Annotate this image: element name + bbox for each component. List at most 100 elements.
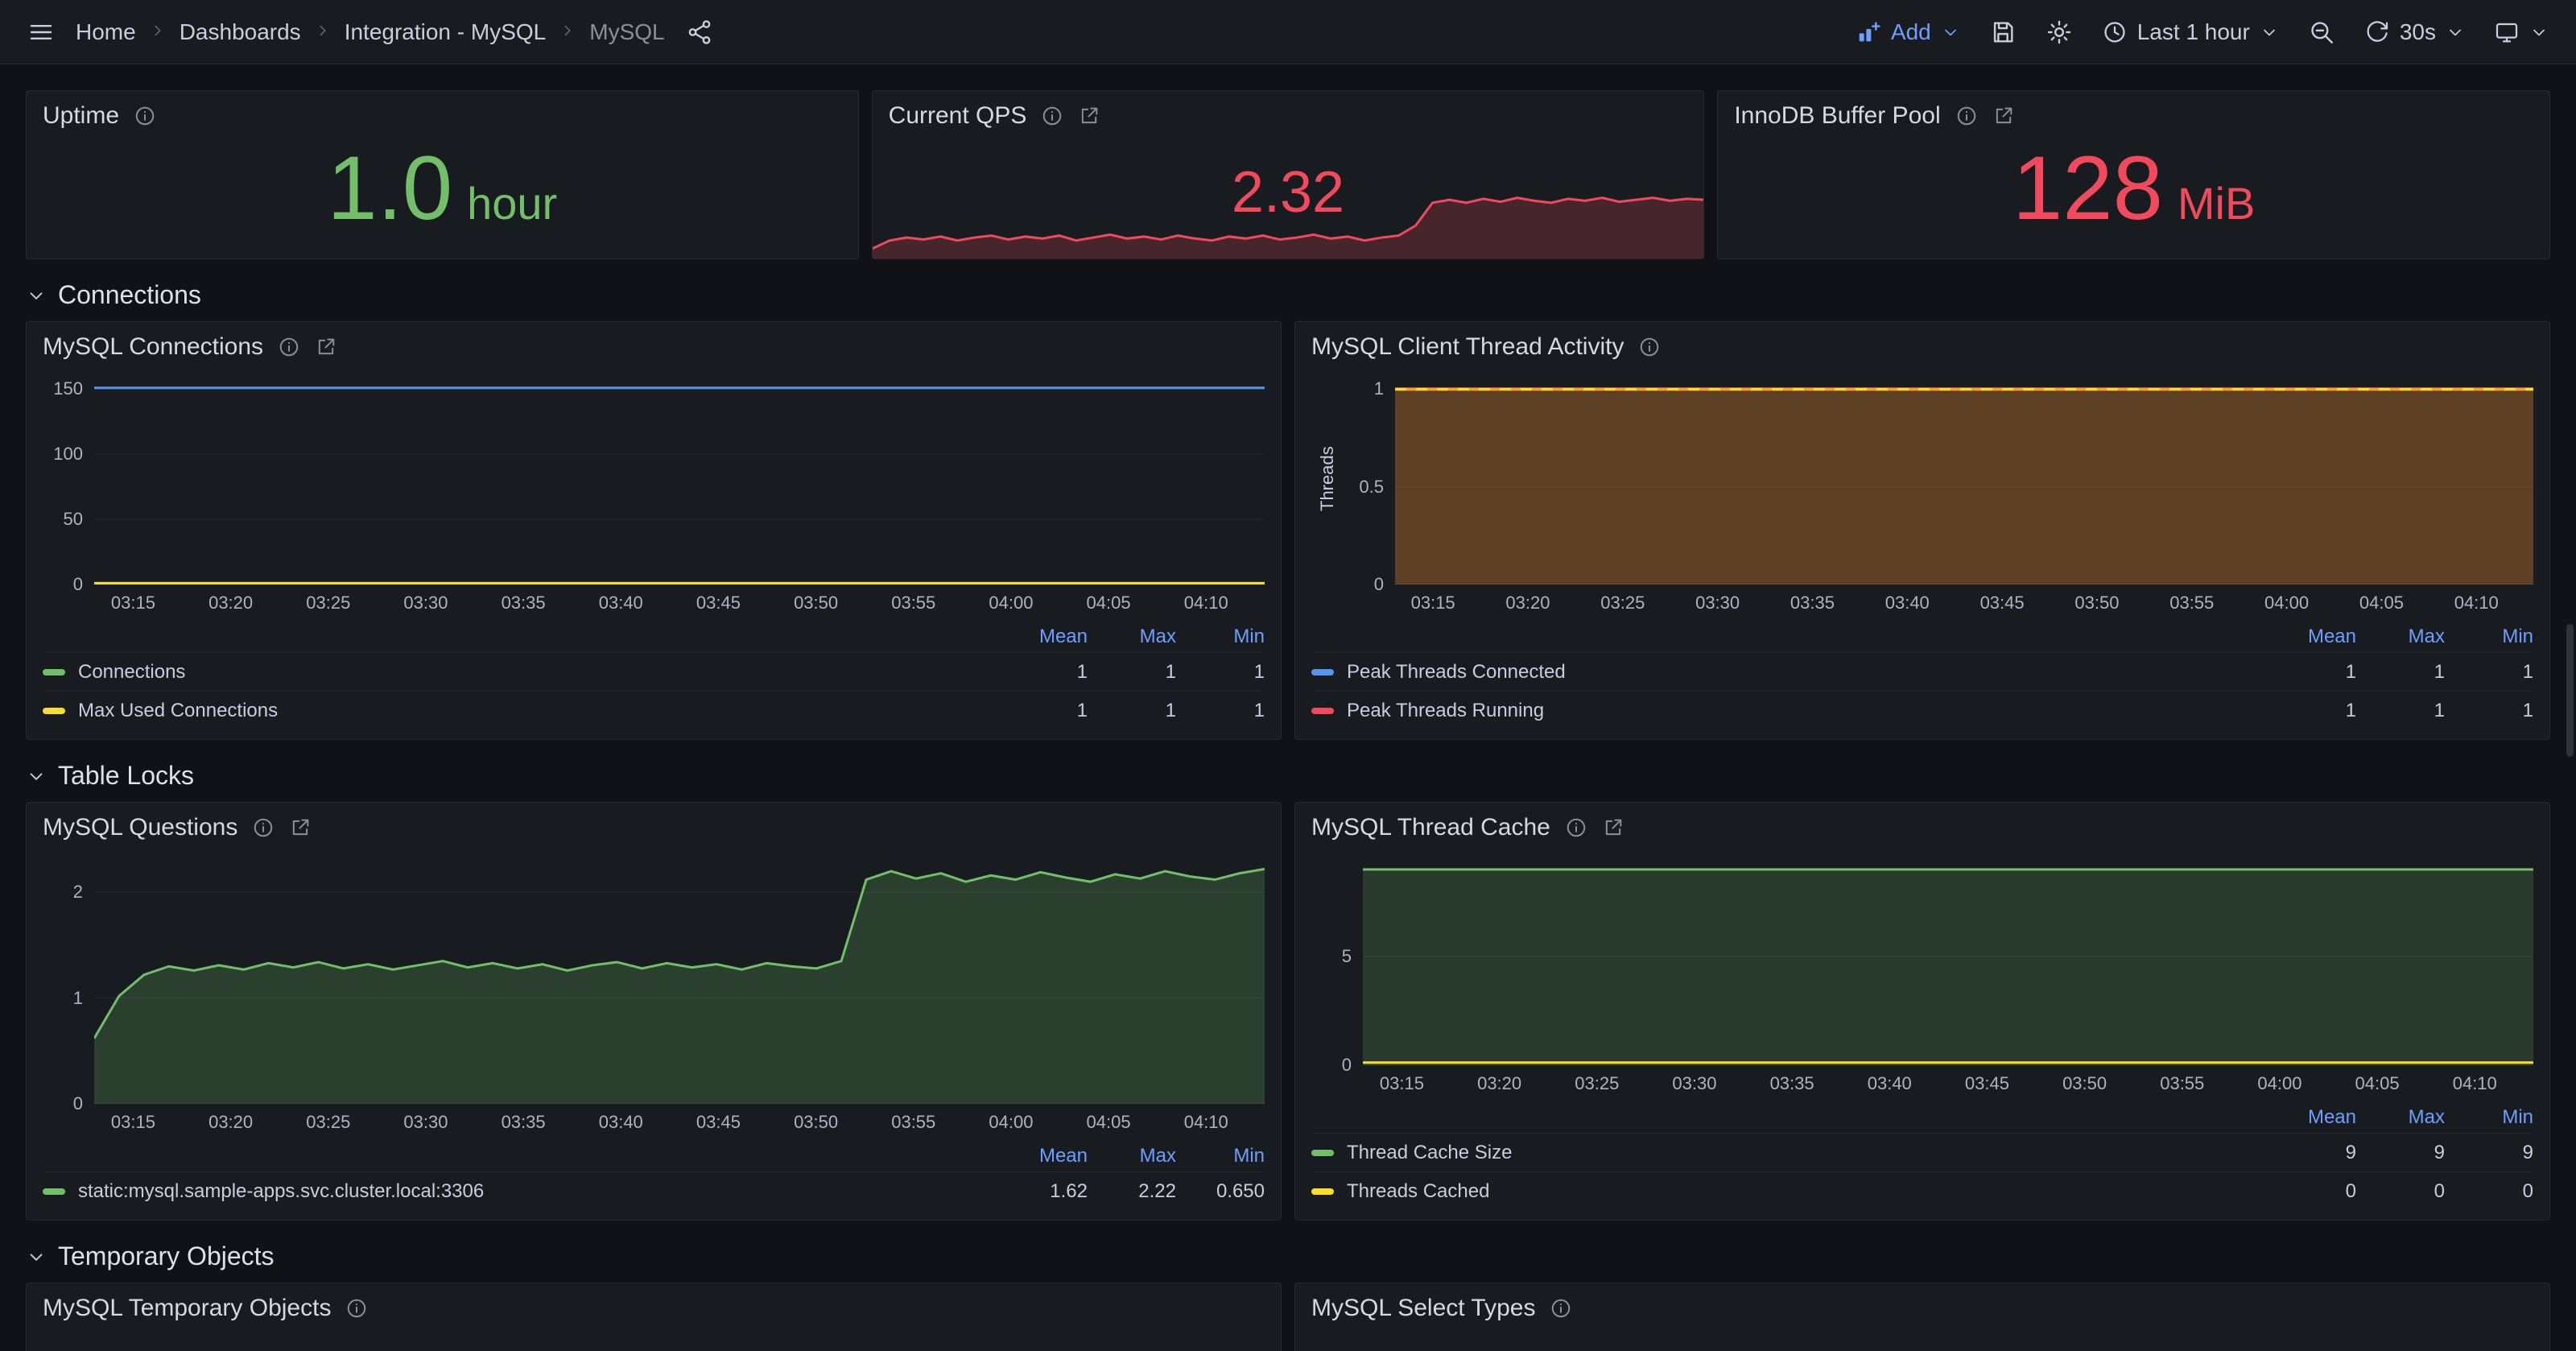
time-range-label: Last 1 hour [2136, 19, 2250, 44]
external-link-icon[interactable] [1078, 105, 1100, 127]
series-label[interactable]: static:mysql.sample-apps.svc.cluster.loc… [78, 1180, 485, 1202]
info-icon[interactable] [1041, 105, 1063, 127]
series-label[interactable]: Thread Cache Size [1347, 1141, 1513, 1163]
x-axis-tick-label: 03:30 [1672, 1073, 1717, 1093]
x-axis-tick-label: 03:45 [1964, 1073, 2009, 1093]
info-icon[interactable] [1550, 1297, 1572, 1320]
info-icon[interactable] [1638, 336, 1661, 358]
info-icon[interactable] [345, 1297, 368, 1320]
x-axis-tick-label: 03:50 [794, 593, 839, 613]
legend-header-mean[interactable]: Mean [1038, 1145, 1088, 1167]
x-axis-tick-label: 04:00 [989, 1112, 1034, 1132]
legend-header-min[interactable]: Min [2502, 626, 2533, 647]
breadcrumb-home[interactable]: Home [76, 19, 136, 44]
legend-header-row: Mean Max Min [43, 1141, 1265, 1171]
legend-header-min[interactable]: Min [1233, 1145, 1265, 1167]
x-axis-tick-label: 04:05 [1086, 1112, 1131, 1132]
legend-header-mean[interactable]: Mean [2307, 626, 2356, 647]
panel-mysql-temporary-objects: MySQL Temporary Objects [26, 1283, 1282, 1351]
y-axis-tick-label: 1 [1373, 378, 1384, 399]
legend-header-min[interactable]: Min [1233, 626, 1265, 647]
share-icon[interactable] [686, 19, 713, 46]
uptime-value: 1.0 [327, 138, 453, 238]
series-stat-value: 1 [2522, 660, 2533, 683]
legend-row: Thread Cache Size 9 9 9 [1311, 1133, 2533, 1171]
x-axis-tick-label: 03:20 [208, 1112, 254, 1132]
series-stat-value: 1 [2434, 660, 2445, 683]
section-temporary-objects[interactable]: Temporary Objects [26, 1242, 2550, 1271]
x-axis-tick-label: 03:40 [1867, 1073, 1912, 1093]
legend-header-mean[interactable]: Mean [1038, 626, 1088, 647]
legend-header-max[interactable]: Max [1139, 626, 1176, 647]
x-axis-tick-label: 04:10 [1183, 1112, 1228, 1132]
legend-header-max[interactable]: Max [2408, 1106, 2445, 1128]
panel-title[interactable]: InnoDB Buffer Pool [1734, 102, 1941, 129]
scrollbar-thumb[interactable] [2566, 624, 2574, 757]
time-series-chart: 0 50 100 150 03:15 03:20 03:25 03:30 03:35 03:40… [27, 366, 1281, 620]
series-stat-value: 9 [2522, 1141, 2533, 1163]
external-link-icon[interactable] [1602, 816, 1624, 839]
legend-header-min[interactable]: Min [2502, 1106, 2533, 1128]
series-color-swatch [43, 668, 65, 676]
add-button[interactable]: Add [1856, 19, 1960, 45]
series-color-swatch [1311, 707, 1334, 714]
x-axis-tick-label: 03:35 [1790, 593, 1835, 613]
chevron-down-icon [26, 285, 47, 306]
time-range-picker[interactable]: Last 1 hour [2102, 19, 2279, 45]
series-label[interactable]: Max Used Connections [78, 699, 279, 721]
plot-area[interactable] [94, 374, 1265, 585]
panel-title[interactable]: MySQL Client Thread Activity [1311, 333, 1624, 360]
add-button-label: Add [1890, 19, 1931, 44]
panel-title[interactable]: Current QPS [888, 102, 1027, 129]
legend-header-max[interactable]: Max [1139, 1145, 1176, 1167]
section-connections[interactable]: Connections [26, 280, 2550, 310]
info-icon[interactable] [252, 816, 275, 839]
x-axis-tick-label: 03:25 [1575, 1073, 1620, 1093]
panel-innodb-buffer-pool: InnoDB Buffer Pool 128 MiB [1717, 90, 2550, 259]
series-stat-value: 0 [2522, 1180, 2533, 1202]
legend-header-max[interactable]: Max [2408, 626, 2445, 647]
zoom-out-icon[interactable] [2308, 19, 2335, 46]
panel-title[interactable]: MySQL Connections [43, 333, 264, 360]
series-stat-value: 1 [2522, 699, 2533, 721]
menu-icon[interactable] [27, 19, 55, 46]
save-dashboard-icon[interactable] [1989, 19, 2017, 46]
legend-table: Mean Max Min Connections 1 1 1 Max Used Connect… [27, 620, 1281, 739]
breadcrumb-integration-mysql[interactable]: Integration - MySQL [344, 19, 547, 44]
external-link-icon[interactable] [1992, 105, 2015, 127]
legend-row: Connections 1 1 1 [43, 652, 1265, 691]
legend-header-mean[interactable]: Mean [2307, 1106, 2356, 1128]
external-link-icon[interactable] [289, 816, 312, 839]
series-color-swatch [1311, 668, 1334, 676]
info-icon[interactable] [134, 105, 156, 127]
series-label[interactable]: Connections [78, 660, 186, 683]
series-label[interactable]: Threads Cached [1347, 1180, 1490, 1202]
external-link-icon[interactable] [315, 336, 337, 358]
section-table-locks[interactable]: Table Locks [26, 761, 2550, 791]
kiosk-mode-button[interactable] [2494, 19, 2549, 45]
panel-mysql-connections: MySQL Connections 0 50 100 150 03:15 03:20 03… [26, 321, 1282, 740]
series-label[interactable]: Peak Threads Running [1347, 699, 1545, 721]
info-icon[interactable] [278, 336, 300, 358]
refresh-picker[interactable]: 30s [2364, 19, 2465, 45]
panel-title[interactable]: MySQL Questions [43, 814, 238, 841]
series-stat-value: 1.62 [1050, 1180, 1088, 1202]
plot-area[interactable] [94, 854, 1265, 1104]
info-icon[interactable] [1565, 816, 1587, 839]
settings-gear-icon[interactable] [2046, 19, 2073, 46]
uptime-unit: hour [467, 178, 558, 229]
breadcrumb-dashboards[interactable]: Dashboards [179, 19, 301, 44]
panel-title[interactable]: MySQL Thread Cache [1311, 814, 1550, 841]
plot-area[interactable] [1363, 854, 2533, 1065]
panel-title[interactable]: MySQL Select Types [1311, 1295, 1536, 1321]
x-axis-tick-label: 03:20 [208, 593, 254, 613]
legend-row: Threads Cached 0 0 0 [1311, 1171, 2533, 1210]
panel-title[interactable]: MySQL Temporary Objects [43, 1295, 332, 1321]
info-icon[interactable] [1955, 105, 1978, 127]
panel-title[interactable]: Uptime [43, 102, 120, 129]
plot-area[interactable] [1395, 374, 2533, 585]
chevron-right-icon [559, 19, 576, 45]
monitor-icon [2494, 19, 2520, 45]
series-label[interactable]: Peak Threads Connected [1347, 660, 1566, 683]
qps-sparkline [872, 191, 1704, 258]
